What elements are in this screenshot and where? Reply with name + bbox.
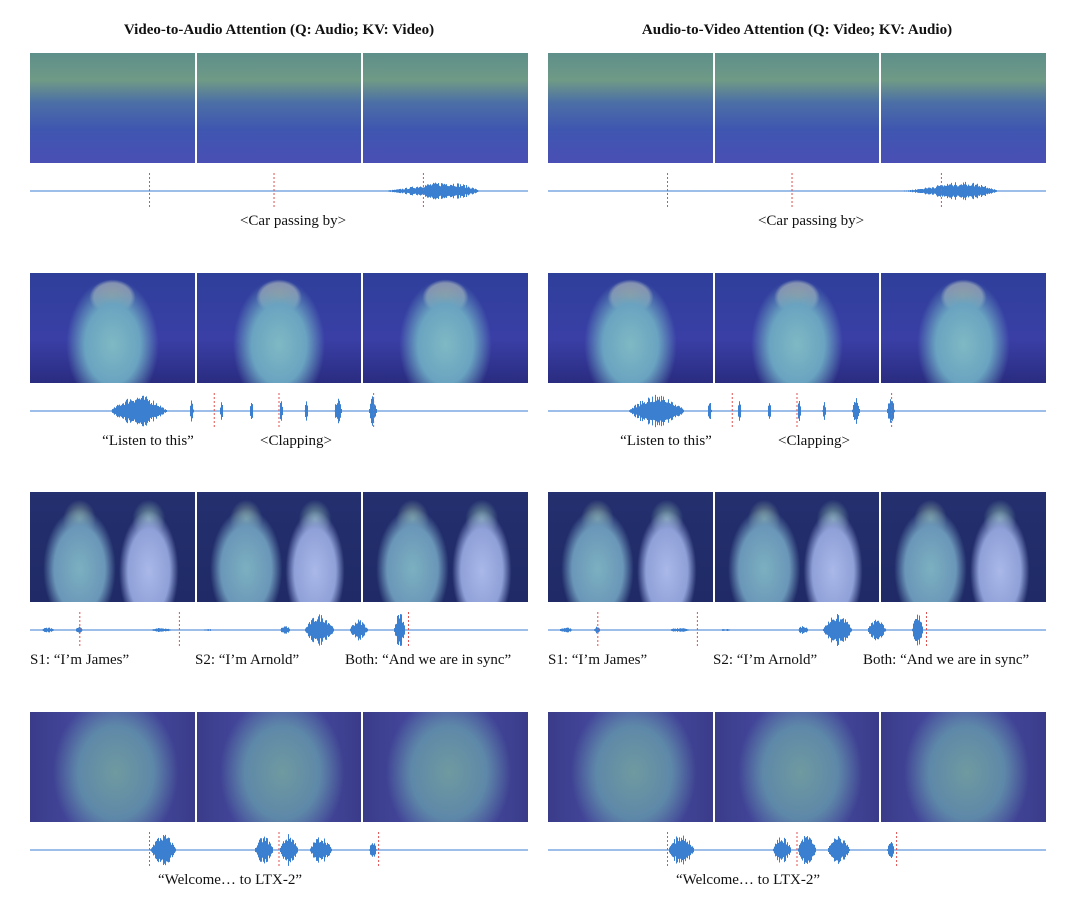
attention-heatmap-frame [714, 712, 880, 822]
waveform-signal [548, 614, 1046, 646]
waveform-signal [548, 181, 1046, 201]
audio-caption: S2: “I’m Arnold” [713, 652, 818, 668]
audio-waveform [548, 173, 1046, 209]
attention-heatmap-frame [196, 712, 362, 822]
attention-heatmap-frame [363, 712, 529, 822]
waveform-signal [548, 835, 1046, 865]
audio-caption: S2: “I’m Arnold” [195, 652, 300, 668]
audio-caption: Both: “And we are in sync” [345, 652, 512, 668]
attention-frame-strip [30, 712, 529, 822]
attention-frame-strip [30, 492, 529, 602]
attention-frame-strip [30, 273, 529, 383]
audio-waveform [548, 393, 1046, 429]
waveform-signal [30, 182, 528, 200]
audio-caption: “Listen to this” [620, 433, 712, 449]
audio-waveform [548, 612, 1046, 648]
attention-heatmap-frame [363, 273, 529, 383]
column-audio-to-video: Audio-to-Video Attention (Q: Video; KV: … [548, 0, 1047, 912]
audio-waveform [548, 832, 1046, 868]
attention-heatmap-frame [881, 53, 1047, 163]
attention-heatmap-frame [548, 273, 713, 383]
attention-heatmap-frame [363, 492, 529, 602]
audio-caption: S1: “I’m James” [30, 652, 130, 668]
column-title: Video-to-Audio Attention (Q: Audio; KV: … [123, 22, 435, 38]
waveform-signal [30, 614, 528, 646]
audio-caption: <Car passing by> [239, 213, 347, 229]
audio-caption: <Car passing by> [757, 213, 865, 229]
column-video-to-audio: Video-to-Audio Attention (Q: Audio; KV: … [30, 0, 529, 912]
attention-frame-strip [30, 53, 529, 163]
waveform-signal [30, 834, 528, 866]
audio-waveform [30, 173, 528, 209]
audio-caption: “Welcome… to LTX-2” [157, 872, 303, 888]
attention-heatmap-frame [548, 492, 713, 602]
attention-heatmap-frame [196, 492, 362, 602]
attention-heatmap-frame [881, 712, 1047, 822]
column-title: Audio-to-Video Attention (Q: Video; KV: … [641, 22, 953, 38]
attention-heatmap-frame [30, 273, 195, 383]
attention-heatmap-frame [881, 492, 1047, 602]
attention-frame-strip [548, 712, 1047, 822]
attention-frame-strip [548, 53, 1047, 163]
attention-frame-strip [548, 492, 1047, 602]
audio-caption: “Listen to this” [102, 433, 194, 449]
attention-heatmap-frame [714, 53, 880, 163]
attention-heatmap-frame [548, 53, 713, 163]
attention-heatmap-frame [714, 492, 880, 602]
audio-caption: S1: “I’m James” [548, 652, 648, 668]
audio-caption: Both: “And we are in sync” [863, 652, 1030, 668]
attention-frame-strip [548, 273, 1047, 383]
waveform-signal [548, 394, 1046, 428]
attention-heatmap-frame [363, 53, 529, 163]
attention-heatmap-frame [30, 492, 195, 602]
attention-heatmap-frame [196, 53, 362, 163]
audio-waveform [30, 612, 528, 648]
audio-waveform [30, 393, 528, 429]
audio-caption: <Clapping> [778, 433, 850, 449]
audio-caption: “Welcome… to LTX-2” [675, 872, 821, 888]
attention-heatmap-frame [548, 712, 713, 822]
audio-waveform [30, 832, 528, 868]
waveform-signal [30, 395, 528, 427]
attention-heatmap-frame [30, 712, 195, 822]
attention-heatmap-frame [196, 273, 362, 383]
attention-heatmap-frame [881, 273, 1047, 383]
attention-heatmap-frame [714, 273, 880, 383]
audio-caption: <Clapping> [260, 433, 332, 449]
attention-heatmap-frame [30, 53, 195, 163]
